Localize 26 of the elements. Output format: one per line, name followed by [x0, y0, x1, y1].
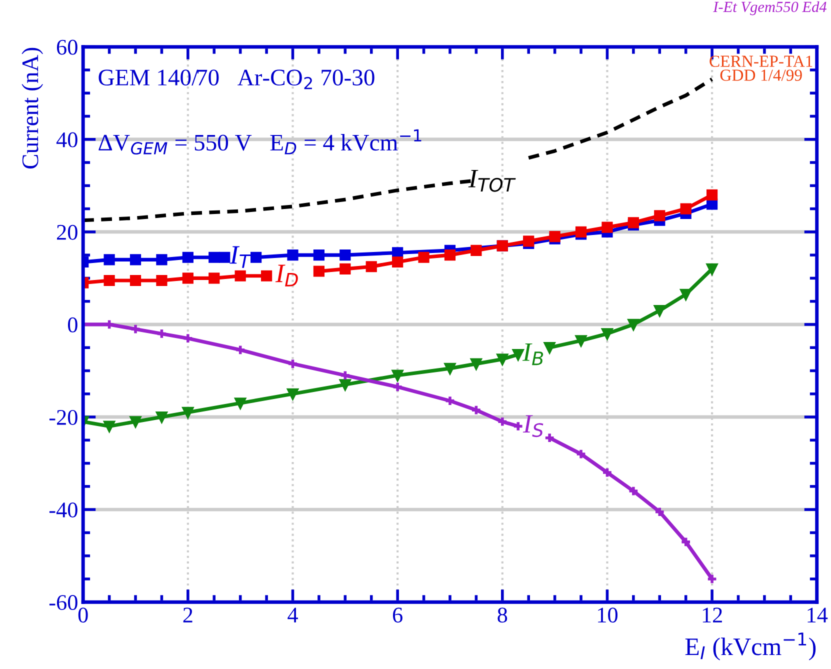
- y-tick-label: -40: [49, 502, 78, 518]
- x-tick-label: 2: [183, 608, 192, 622]
- series-label: I$_{TOT}$: [468, 170, 516, 192]
- series-label: I$_{D}$: [275, 264, 298, 286]
- x-tick-label: 10: [598, 608, 618, 623]
- x-tick-label: 14: [808, 608, 828, 622]
- y-tick-label: -60: [49, 595, 78, 610]
- y-tick-label: 0: [68, 317, 78, 332]
- series-label: I$_{S}$: [522, 415, 544, 438]
- x-tick-label: 4: [288, 608, 298, 622]
- annotation: ΔV$_{GEM}$ = 550 V E$_{D}$ = 4 kVcm$^{−1}$: [98, 129, 422, 155]
- x-axis-title: E$_{I}$ (kVcm$^{−1}$): [685, 632, 816, 660]
- series-label: I$_{T}$: [230, 246, 252, 268]
- y-tick-label: 20: [56, 224, 78, 240]
- series-label: I$_{B}$: [522, 343, 544, 366]
- annotation: CERN-EP-TA1 GDD 1/4/99: [710, 56, 812, 81]
- text: I-Et Vgem550 Ed4: [713, 1, 827, 16]
- x-tick-label: 0: [78, 608, 88, 623]
- y-tick-label: -20: [49, 410, 78, 425]
- y-tick-label: 60: [56, 40, 78, 55]
- x-tick-label: 8: [498, 608, 508, 623]
- x-tick-label: 6: [392, 608, 402, 623]
- y-axis-title: Current (nA): [22, 48, 44, 168]
- y-tick-label: 40: [56, 132, 78, 148]
- annotation: GEM 140/70 Ar-CO$_{2}$ 70-30: [98, 70, 374, 90]
- x-tick-label: 12: [702, 608, 722, 622]
